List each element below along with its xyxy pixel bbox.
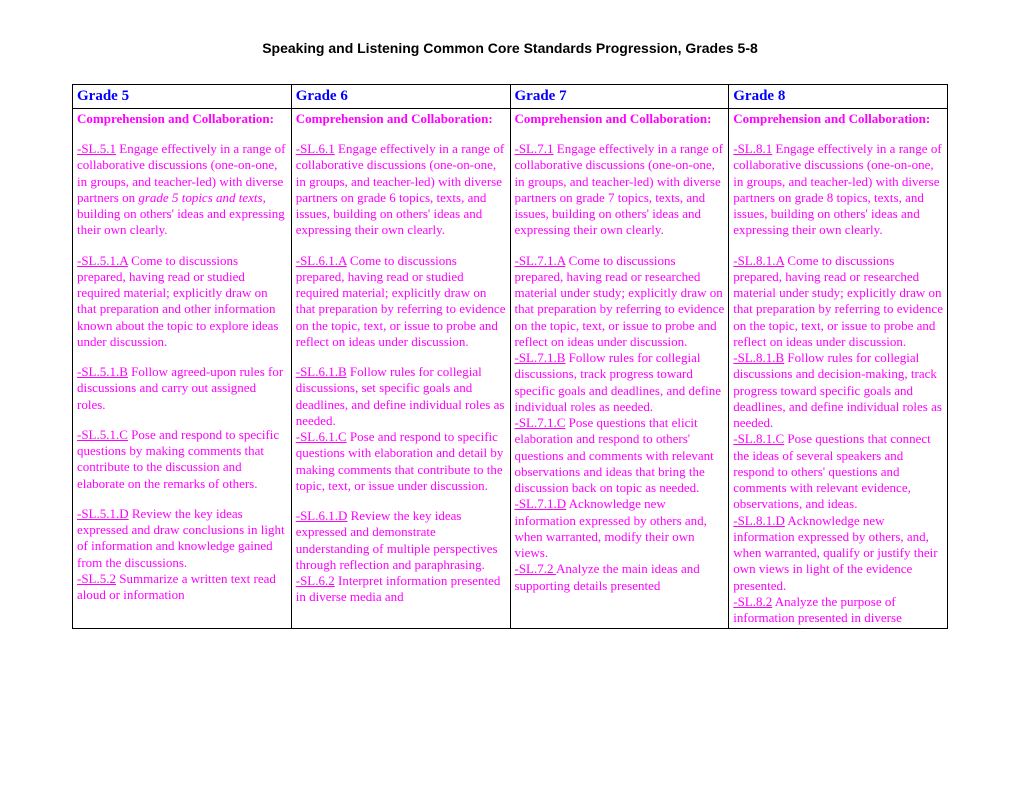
standard-sl51a: -SL.5.1.A Come to discussions prepared, … <box>77 253 287 351</box>
standards-table: Grade 5 Grade 6 Grade 7 Grade 8 Comprehe… <box>72 84 948 629</box>
standard-sl51c: -SL.5.1.C Pose and respond to specific q… <box>77 427 287 492</box>
content-row: Comprehension and Collaboration: -SL.5.1… <box>73 108 948 629</box>
header-row: Grade 5 Grade 6 Grade 7 Grade 8 <box>73 85 948 109</box>
standard-sl81d: -SL.8.1.D Acknowledge new information ex… <box>733 513 943 594</box>
cell-grade5: Comprehension and Collaboration: -SL.5.1… <box>73 108 292 629</box>
standard-code: -SL.8.1.D <box>733 513 785 528</box>
standard-sl61b: -SL.6.1.B Follow rules for collegial dis… <box>296 364 506 429</box>
standard-code: -SL.7.1 <box>515 141 554 156</box>
cell-grade8: Comprehension and Collaboration: -SL.8.1… <box>729 108 948 629</box>
standard-sl52: -SL.5.2 Summarize a written text read al… <box>77 571 287 604</box>
standard-sl62: -SL.6.2 Interpret information presented … <box>296 573 506 606</box>
standard-sl61a: -SL.6.1.A Come to discussions prepared, … <box>296 253 506 351</box>
standard-code: -SL.5.1.B <box>77 364 128 379</box>
standard-sl51: -SL.5.1 Engage effectively in a range of… <box>77 141 287 239</box>
standard-sl72: -SL.7.2 Analyze the main ideas and suppo… <box>515 561 725 594</box>
section-heading: Comprehension and Collaboration: <box>296 111 506 127</box>
standard-code: -SL.6.1.B <box>296 364 347 379</box>
standard-sl81c: -SL.8.1.C Pose questions that connect th… <box>733 431 943 512</box>
standard-sl71c: -SL.7.1.C Pose questions that elicit ela… <box>515 415 725 496</box>
standard-sl71a: -SL.7.1.A Come to discussions prepared, … <box>515 253 725 351</box>
col-header-grade6: Grade 6 <box>291 85 510 109</box>
standard-code: -SL.7.2 <box>515 561 557 576</box>
standard-code: -SL.5.1.D <box>77 506 129 521</box>
standard-code: -SL.6.2 <box>296 573 335 588</box>
standard-code: -SL.7.1.B <box>515 350 566 365</box>
standard-sl51d: -SL.5.1.D Review the key ideas expressed… <box>77 506 287 571</box>
standard-sl71b: -SL.7.1.B Follow rules for collegial dis… <box>515 350 725 415</box>
cell-grade7: Comprehension and Collaboration: -SL.7.1… <box>510 108 729 629</box>
page-title: Speaking and Listening Common Core Stand… <box>72 40 948 56</box>
standard-sl51b: -SL.5.1.B Follow agreed-upon rules for d… <box>77 364 287 413</box>
standard-sl61c: -SL.6.1.C Pose and respond to specific q… <box>296 429 506 494</box>
standard-code: -SL.6.1.D <box>296 508 348 523</box>
standard-code: -SL.5.1 <box>77 141 116 156</box>
standard-code: -SL.5.1.C <box>77 427 128 442</box>
col-header-grade8: Grade 8 <box>729 85 948 109</box>
col-header-grade7: Grade 7 <box>510 85 729 109</box>
standard-sl71d: -SL.7.1.D Acknowledge new information ex… <box>515 496 725 561</box>
section-heading: Comprehension and Collaboration: <box>515 111 725 127</box>
standard-sl61: -SL.6.1 Engage effectively in a range of… <box>296 141 506 239</box>
standard-code: -SL.7.1.D <box>515 496 567 511</box>
standard-sl81: -SL.8.1 Engage effectively in a range of… <box>733 141 943 239</box>
section-heading: Comprehension and Collaboration: <box>77 111 287 127</box>
standard-code: -SL.7.1.C <box>515 415 566 430</box>
standard-code: -SL.8.1.A <box>733 253 784 268</box>
standard-code: -SL.8.1.B <box>733 350 784 365</box>
standard-code: -SL.6.1 <box>296 141 335 156</box>
standard-code: -SL.7.1.A <box>515 253 566 268</box>
standard-code: -SL.8.1.C <box>733 431 784 446</box>
standard-code: -SL.5.1.A <box>77 253 128 268</box>
cell-grade6: Comprehension and Collaboration: -SL.6.1… <box>291 108 510 629</box>
standard-code: -SL.6.1.A <box>296 253 347 268</box>
col-header-grade5: Grade 5 <box>73 85 292 109</box>
standard-sl71: -SL.7.1 Engage effectively in a range of… <box>515 141 725 239</box>
standard-italic: grade 5 topics and texts <box>138 190 262 205</box>
standard-code: -SL.6.1.C <box>296 429 347 444</box>
standard-sl81b: -SL.8.1.B Follow rules for collegial dis… <box>733 350 943 431</box>
standard-code: -SL.5.2 <box>77 571 116 586</box>
standard-sl81a: -SL.8.1.A Come to discussions prepared, … <box>733 253 943 351</box>
standard-code: -SL.8.1 <box>733 141 772 156</box>
section-heading: Comprehension and Collaboration: <box>733 111 943 127</box>
standard-code: -SL.8.2 <box>733 594 772 609</box>
standard-sl61d: -SL.6.1.D Review the key ideas expressed… <box>296 508 506 573</box>
standard-sl82: -SL.8.2 Analyze the purpose of informati… <box>733 594 943 627</box>
